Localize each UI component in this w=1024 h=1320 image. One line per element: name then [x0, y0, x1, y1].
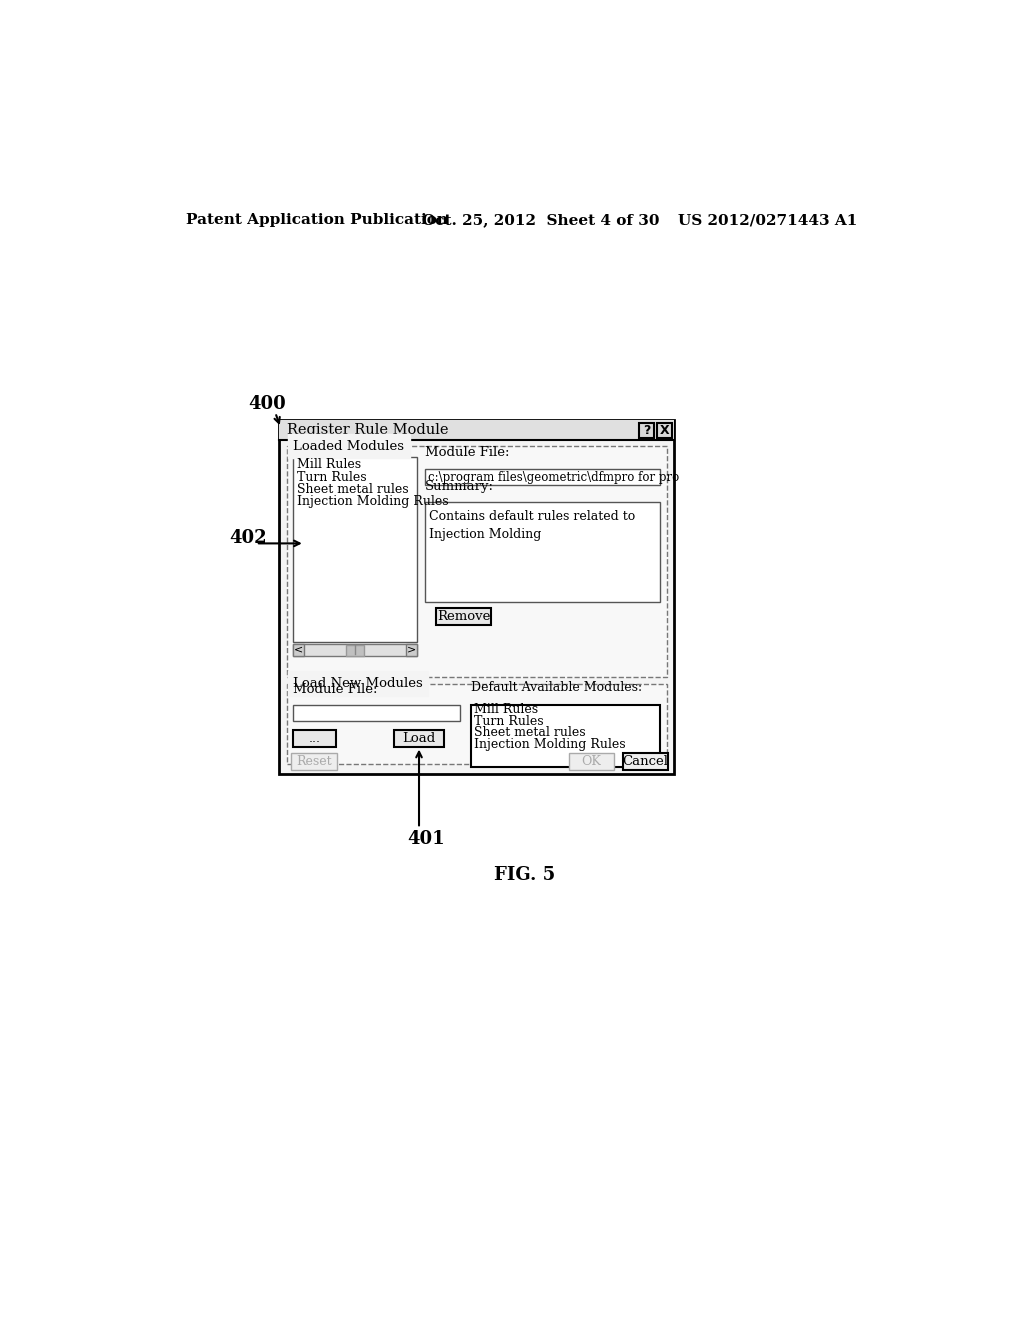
- Bar: [293, 705, 460, 721]
- Text: 402: 402: [228, 529, 266, 548]
- Bar: [346, 645, 365, 656]
- Text: Remove: Remove: [437, 610, 490, 623]
- Text: Mill Rules: Mill Rules: [474, 704, 538, 717]
- Bar: [656, 422, 672, 438]
- Text: Turn Rules: Turn Rules: [474, 714, 544, 727]
- Bar: [425, 470, 660, 484]
- Bar: [280, 420, 675, 441]
- Text: c:\program files\geometric\dfmpro for pro: c:\program files\geometric\dfmpro for pr…: [428, 471, 679, 483]
- Text: Module File:: Module File:: [425, 446, 509, 459]
- Bar: [287, 446, 667, 677]
- Text: Reset: Reset: [296, 755, 332, 768]
- Bar: [639, 422, 654, 438]
- Bar: [569, 752, 614, 770]
- Text: 400: 400: [248, 395, 286, 413]
- Text: Load New Modules: Load New Modules: [293, 677, 423, 690]
- Text: 401: 401: [408, 830, 445, 847]
- Text: OK: OK: [582, 755, 601, 768]
- Bar: [471, 705, 660, 767]
- Bar: [624, 752, 669, 770]
- Text: Summary:: Summary:: [425, 479, 494, 492]
- Text: Sheet metal rules: Sheet metal rules: [297, 483, 409, 496]
- Bar: [293, 644, 304, 656]
- Bar: [291, 752, 337, 770]
- Bar: [407, 644, 417, 656]
- Text: Sheet metal rules: Sheet metal rules: [474, 726, 586, 739]
- Text: Turn Rules: Turn Rules: [297, 471, 367, 483]
- Text: ...: ...: [308, 731, 321, 744]
- Text: Injection Molding Rules: Injection Molding Rules: [297, 495, 449, 508]
- Text: Cancel: Cancel: [623, 755, 669, 768]
- Bar: [436, 609, 490, 626]
- Text: Default Available Modules:: Default Available Modules:: [471, 681, 642, 694]
- Text: FIG. 5: FIG. 5: [495, 866, 555, 883]
- Text: Register Rule Module: Register Rule Module: [287, 424, 449, 437]
- Text: X: X: [659, 424, 669, 437]
- Bar: [293, 457, 417, 642]
- Text: Load: Load: [402, 731, 435, 744]
- Text: Injection Molding Rules: Injection Molding Rules: [474, 738, 626, 751]
- Bar: [425, 502, 660, 602]
- Text: US 2012/0271443 A1: US 2012/0271443 A1: [678, 213, 858, 227]
- Bar: [394, 730, 444, 747]
- Text: <: <: [294, 644, 303, 655]
- Bar: [293, 730, 336, 747]
- Text: Patent Application Publication: Patent Application Publication: [186, 213, 449, 227]
- Text: >: >: [407, 644, 417, 655]
- Bar: [293, 644, 417, 656]
- Text: Mill Rules: Mill Rules: [297, 458, 361, 471]
- Text: Loaded Modules: Loaded Modules: [293, 440, 404, 453]
- Text: Contains default rules related to
Injection Molding: Contains default rules related to Inject…: [429, 510, 635, 540]
- Text: Module File:: Module File:: [293, 682, 378, 696]
- Bar: [287, 684, 667, 764]
- Text: ?: ?: [643, 424, 650, 437]
- Text: Oct. 25, 2012  Sheet 4 of 30: Oct. 25, 2012 Sheet 4 of 30: [423, 213, 660, 227]
- Bar: [280, 420, 675, 775]
